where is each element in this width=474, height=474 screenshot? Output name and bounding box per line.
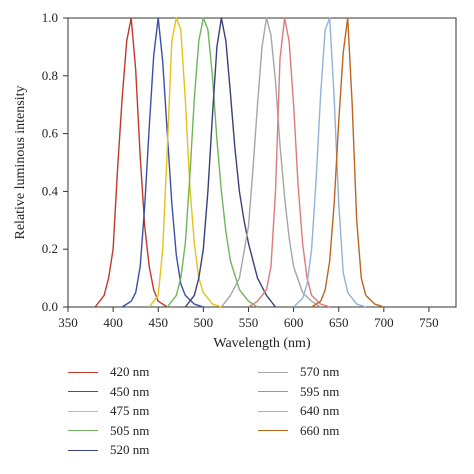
x-tick-label: 500 — [194, 315, 214, 330]
x-tick-label: 600 — [284, 315, 304, 330]
x-tick-label: 650 — [329, 315, 349, 330]
legend-label: 450 nm — [110, 383, 150, 399]
legend-item: 660 nm — [258, 423, 339, 439]
legend-swatch — [68, 371, 98, 373]
series-layer — [94, 17, 385, 308]
y-tick-label: 0.6 — [42, 126, 59, 141]
y-tick-label: 1.0 — [42, 10, 58, 25]
x-tick-label: 550 — [239, 315, 259, 330]
y-axis-title: Relative luminous intensity — [13, 86, 28, 240]
y-tick-label: 0.8 — [42, 68, 58, 83]
legend-item: 570 nm — [258, 364, 339, 380]
legend-swatch — [68, 449, 98, 451]
x-axis-title: Wavelength (nm) — [213, 336, 311, 351]
legend-swatch — [68, 430, 98, 431]
series-line-475nm — [148, 17, 222, 308]
y-tick-label: 0.0 — [42, 299, 58, 314]
series-line-595nm — [248, 17, 330, 308]
legend-item: 505 nm — [68, 423, 149, 439]
legend-label: 660 nm — [300, 422, 340, 438]
legend-item: 520 nm — [68, 442, 149, 458]
legend-label: 475 nm — [110, 403, 150, 418]
plot-frame — [67, 17, 457, 308]
series-line-640nm — [293, 17, 367, 308]
legend-item: 450 nm — [68, 384, 149, 400]
legend-swatch — [258, 410, 288, 412]
series-line-420nm — [94, 17, 168, 308]
legend-label: 570 nm — [300, 364, 340, 379]
legend-swatch — [258, 430, 288, 431]
legend-swatch — [258, 391, 288, 392]
axes: 350 400 450 500 550 600 650 700 750 0.0 0.2 0.4 0.6 0… — [42, 10, 457, 330]
legend-item: 640 nm — [258, 403, 339, 419]
x-tick-label: 750 — [419, 315, 439, 330]
legend-swatch — [68, 410, 98, 412]
x-tick-label: 350 — [58, 315, 78, 330]
legend-label: 520 nm — [110, 442, 150, 457]
series-line-450nm — [121, 17, 204, 308]
y-tick-label: 0.2 — [42, 241, 58, 256]
series-line-660nm — [311, 17, 385, 308]
legend-item: 475 nm — [68, 403, 149, 419]
y-tick-label: 0.4 — [42, 183, 59, 198]
x-tick-label: 700 — [374, 315, 394, 330]
legend-label: 595 nm — [300, 383, 340, 399]
legend-label: 640 nm — [300, 403, 340, 418]
series-line-505nm — [166, 17, 258, 308]
legend-item: 595 nm — [258, 384, 339, 400]
legend-swatch — [68, 391, 98, 392]
legend-label: 505 nm — [110, 422, 150, 438]
x-tick-label: 400 — [103, 315, 123, 330]
x-tick-label: 450 — [148, 315, 168, 330]
series-line-570nm — [220, 17, 322, 308]
legend-item: 420 nm — [68, 364, 149, 380]
legend-swatch — [258, 371, 288, 373]
legend-label: 420 nm — [110, 364, 150, 379]
series-line-520nm — [184, 17, 277, 308]
